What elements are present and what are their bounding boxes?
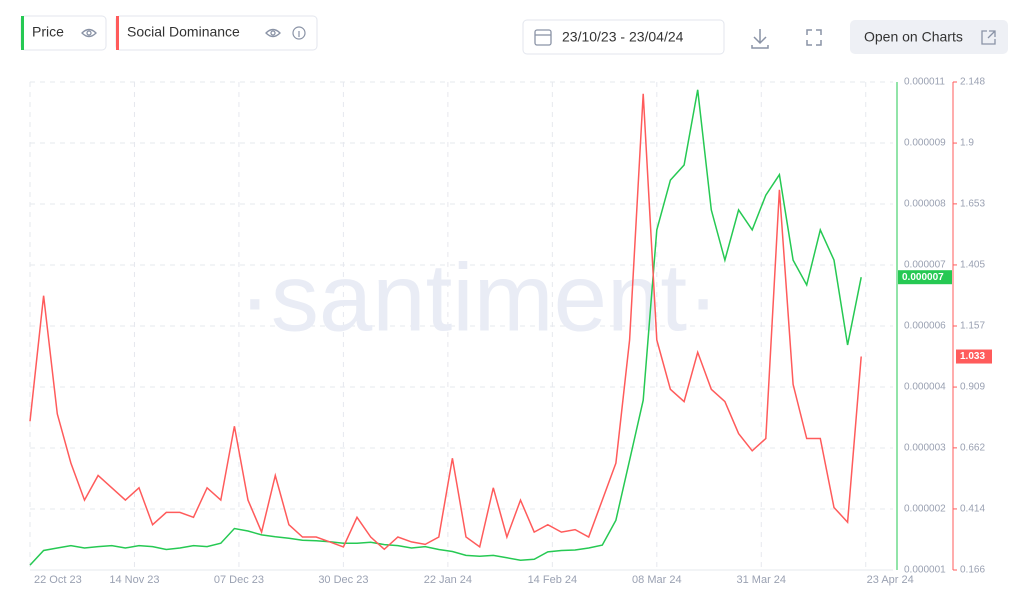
value-badge-label: 0.000007 xyxy=(902,272,944,283)
toolbar: 23/10/23 - 23/04/24 Open on Charts xyxy=(522,19,1008,55)
date-range-button[interactable] xyxy=(522,19,725,55)
y2-tick-label: 0.166 xyxy=(960,565,985,576)
download-icon[interactable] xyxy=(751,29,769,49)
y2-tick-label: 1.653 xyxy=(960,199,985,210)
open-on-charts-label: Open on Charts xyxy=(864,29,963,45)
y2-tick-label: 1.9 xyxy=(960,138,974,149)
eye-icon[interactable] xyxy=(81,28,97,38)
y-tick-label: 0.000007 xyxy=(904,260,946,271)
x-tick-label: 14 Nov 23 xyxy=(109,574,159,586)
value-badge-label: 1.033 xyxy=(960,351,985,362)
y2-tick-label: 0.909 xyxy=(960,382,985,393)
legend-label: Social Dominance xyxy=(127,24,240,40)
calendar-icon xyxy=(534,29,552,46)
x-tick-label: 08 Mar 24 xyxy=(632,574,682,586)
external-link-icon xyxy=(981,30,996,45)
y-tick-label: 0.000009 xyxy=(904,138,946,149)
x-tick-label: 07 Dec 23 xyxy=(214,574,264,586)
date-range: 23/10/23 - 23/04/24 xyxy=(562,29,684,45)
x-tick-label: 31 Mar 24 xyxy=(737,574,787,586)
y-tick-label: 0.000002 xyxy=(904,504,946,515)
legend-swatch xyxy=(21,16,24,50)
y2-tick-label: 0.662 xyxy=(960,443,985,454)
line-series xyxy=(29,93,862,551)
line-series xyxy=(29,89,862,566)
y2-tick-label: 2.148 xyxy=(960,77,985,88)
x-tick-label: 14 Feb 24 xyxy=(528,574,578,586)
y-tick-label: 0.000001 xyxy=(904,565,946,576)
y2-tick-label: 1.405 xyxy=(960,260,985,271)
legend-swatch xyxy=(116,16,119,50)
y-tick-label: 0.000011 xyxy=(904,77,945,88)
open-on-charts-button[interactable] xyxy=(850,20,1008,54)
fullscreen-icon[interactable] xyxy=(806,29,822,46)
legend-label: Price xyxy=(32,24,64,40)
legend: Price Social Dominance xyxy=(20,15,318,51)
eye-icon[interactable] xyxy=(265,28,281,38)
watermark: ·santiment· xyxy=(239,244,719,351)
y-tick-label: 0.000004 xyxy=(904,382,946,393)
y2-tick-label: 1.157 xyxy=(960,321,985,332)
value-badge xyxy=(898,270,952,285)
y-tick-label: 0.000006 xyxy=(904,321,946,332)
x-tick-label: 22 Oct 23 xyxy=(34,574,82,586)
y2-tick-label: 0.414 xyxy=(960,504,985,515)
y-tick-label: 0.000003 xyxy=(904,443,946,454)
x-tick-label: 23 Apr 24 xyxy=(867,574,914,586)
y-tick-label: 0.000008 xyxy=(904,199,946,210)
info-icon[interactable] xyxy=(292,26,306,40)
x-tick-label: 30 Dec 23 xyxy=(318,574,368,586)
value-badge xyxy=(956,349,992,364)
x-tick-label: 22 Jan 24 xyxy=(424,574,472,586)
